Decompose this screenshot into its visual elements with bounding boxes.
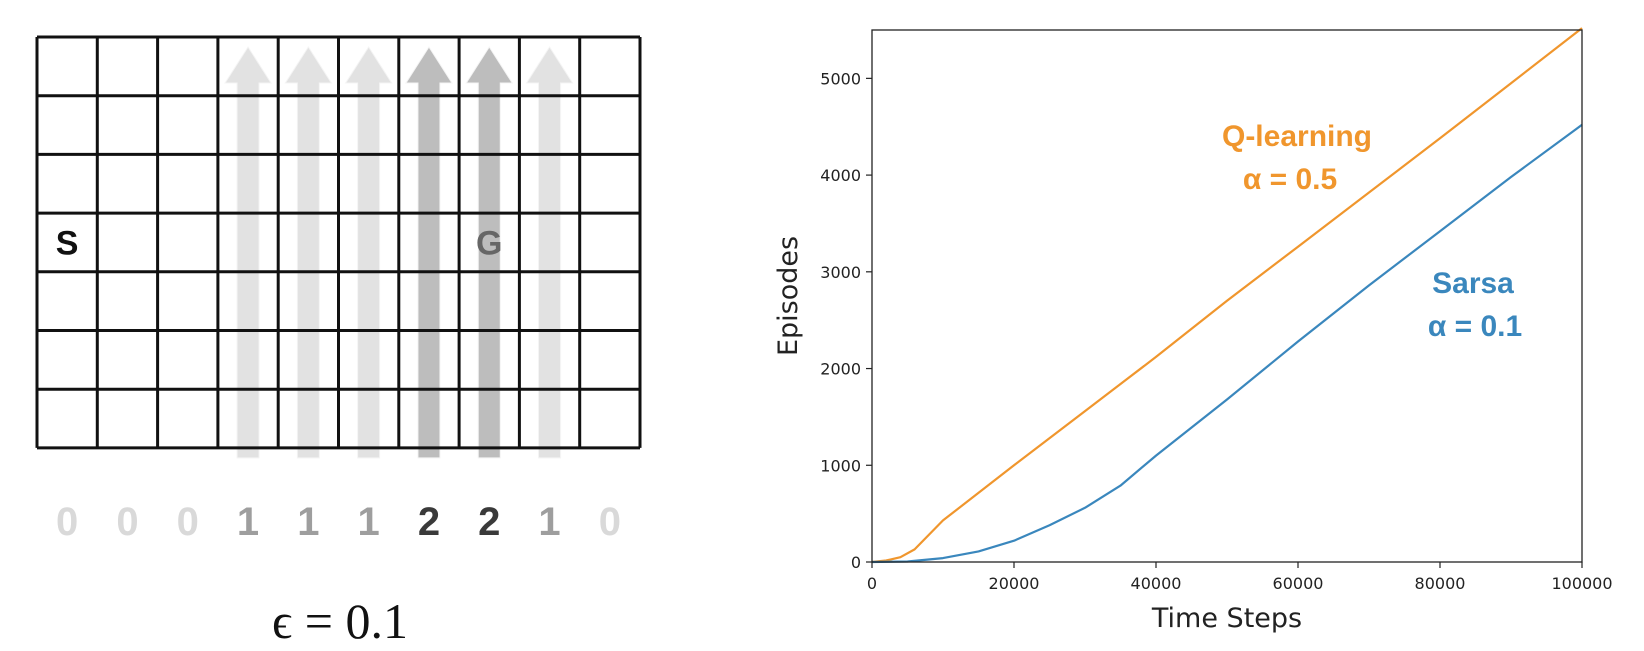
x-tick-label: 80000	[1415, 574, 1466, 593]
wind-strength-value: 1	[358, 500, 380, 544]
wind-strength-value: 2	[418, 500, 440, 544]
y-tick-label: 3000	[820, 263, 861, 282]
wind-arrows	[224, 46, 574, 459]
episodes-chart: 0 20000 40000 60000 80000 100000 0 1000 2000 300…	[773, 27, 1613, 634]
series-alpha-q-learning: α = 0.5	[1243, 163, 1337, 196]
wind-arrow-up-icon	[284, 46, 333, 459]
start-cell-label: S	[56, 224, 79, 262]
x-tick-label: 60000	[1273, 574, 1324, 593]
wind-strength-value: 1	[538, 500, 560, 544]
series-label-sarsa: Sarsa	[1432, 267, 1514, 300]
series-alpha-sarsa: α = 0.1	[1428, 310, 1522, 343]
x-axis-title: Time Steps	[1151, 603, 1302, 634]
wind-arrow-up-icon	[525, 46, 574, 459]
goal-cell-label: G	[476, 224, 502, 262]
wind-arrow-up-icon	[344, 46, 393, 459]
y-axis-ticks: 0 1000 2000 3000 4000 5000	[820, 69, 872, 572]
series-label-q-learning: Q-learning	[1222, 120, 1372, 153]
y-tick-label: 4000	[820, 166, 861, 185]
epsilon-label: ϵ = 0.1	[272, 593, 408, 649]
y-tick-label: 2000	[820, 360, 861, 379]
x-tick-label: 20000	[989, 574, 1040, 593]
x-tick-label: 100000	[1551, 574, 1612, 593]
y-tick-label: 0	[851, 553, 861, 572]
wind-strength-value: 1	[297, 500, 319, 544]
wind-strength-value: 0	[599, 500, 621, 544]
wind-arrow-up-icon	[224, 46, 272, 459]
series-line-q-learning	[871, 27, 1583, 564]
series-lines	[871, 27, 1583, 564]
y-tick-label: 1000	[820, 456, 861, 475]
wind-strength-value: 0	[177, 500, 199, 544]
gridworld-grid	[35, 35, 642, 450]
plot-frame	[871, 29, 1583, 563]
y-axis-title: Episodes	[773, 236, 804, 356]
wind-arrow-up-icon	[465, 46, 514, 459]
x-axis-ticks: 0 20000 40000 60000 80000 100000	[867, 562, 1613, 593]
x-tick-label: 40000	[1131, 574, 1182, 593]
wind-strength-value: 0	[56, 500, 78, 544]
x-tick-label: 0	[867, 574, 877, 593]
wind-strength-value: 1	[237, 500, 259, 544]
wind-strength-value: 2	[478, 500, 500, 544]
y-tick-label: 5000	[820, 69, 861, 88]
wind-strength-value: 0	[116, 500, 138, 544]
series-line-sarsa	[871, 123, 1583, 564]
wind-arrow-up-icon	[405, 46, 453, 459]
